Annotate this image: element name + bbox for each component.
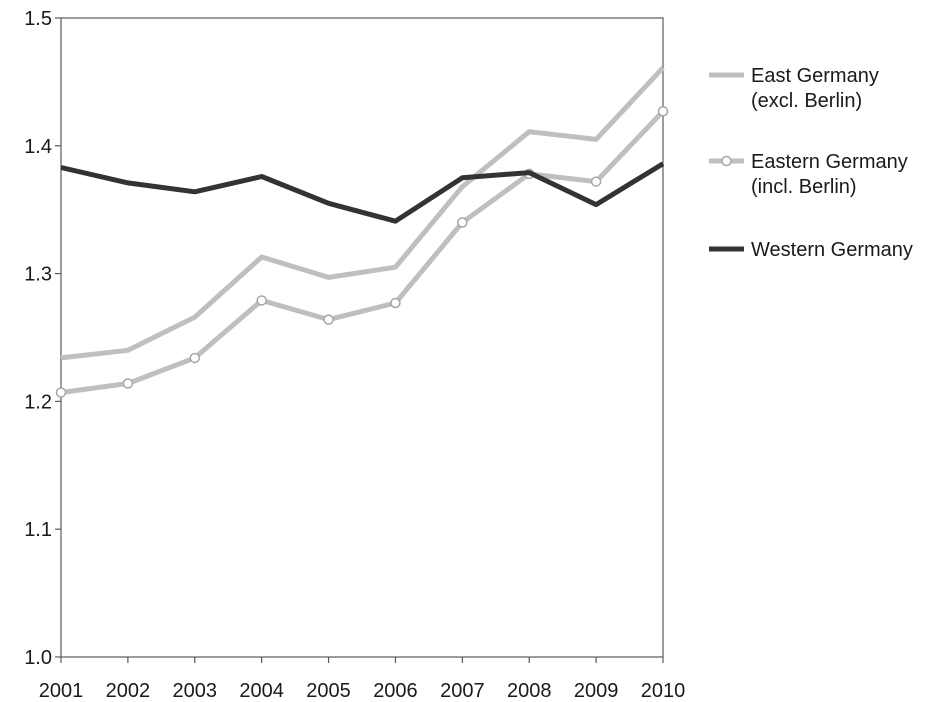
x-tick-label: 2009	[574, 680, 619, 702]
x-tick-label: 2001	[39, 680, 84, 702]
legend: East Germany (excl. Berlin) Eastern German…	[709, 65, 913, 261]
data-point	[657, 106, 669, 117]
legend-item-western-germany: Western Germany	[709, 239, 913, 261]
x-tick-label: 2008	[507, 680, 552, 702]
plot-area	[60, 17, 664, 658]
legend-label: Eastern Germany	[751, 151, 908, 173]
legend-label: (excl. Berlin)	[751, 90, 862, 112]
legend-item-east-germany: East Germany (excl. Berlin)	[709, 65, 879, 112]
data-point	[189, 352, 201, 364]
x-tick-label: 2004	[239, 680, 284, 702]
legend-label: (incl. Berlin)	[751, 176, 857, 198]
legend-item-eastern-germany: Eastern Germany (incl. Berlin)	[709, 151, 908, 198]
series-western-germany	[60, 161, 665, 224]
data-point	[457, 217, 468, 228]
y-tick-label: 1.1	[24, 519, 52, 541]
series-line	[60, 66, 665, 361]
x-tick-label: 2002	[106, 680, 151, 702]
data-point	[390, 297, 401, 309]
legend-label: Western Germany	[751, 239, 913, 261]
y-tick-label: 1.0	[24, 647, 52, 669]
x-tick-label: 2010	[641, 680, 686, 702]
data-point	[122, 378, 134, 389]
x-tick-label: 2005	[306, 680, 351, 702]
series-layer	[55, 66, 669, 398]
y-tick-label: 1.5	[24, 8, 52, 30]
data-point	[55, 387, 67, 398]
data-point	[323, 314, 334, 325]
y-tick-label: 1.4	[24, 136, 52, 158]
y-tick-label: 1.2	[24, 391, 52, 413]
x-tick-label: 2006	[373, 680, 418, 702]
x-axis: 2001 2002 2003 2004 2005 2006 2007 2008 2009 2010	[39, 657, 686, 702]
y-axis: 1.0 1.1 1.2 1.3 1.4 1.5	[24, 8, 61, 669]
legend-marker	[721, 155, 732, 167]
series-line	[60, 161, 665, 224]
x-tick-label: 2003	[173, 680, 218, 702]
legend-label: East Germany	[751, 65, 879, 87]
data-point	[256, 295, 267, 306]
series-eastern-germany	[55, 106, 669, 398]
plot-border	[60, 17, 664, 658]
series-east-germany	[60, 66, 665, 361]
series-line	[60, 109, 665, 395]
y-tick-label: 1.3	[24, 264, 52, 286]
data-point	[590, 176, 602, 187]
x-tick-label: 2007	[440, 680, 485, 702]
